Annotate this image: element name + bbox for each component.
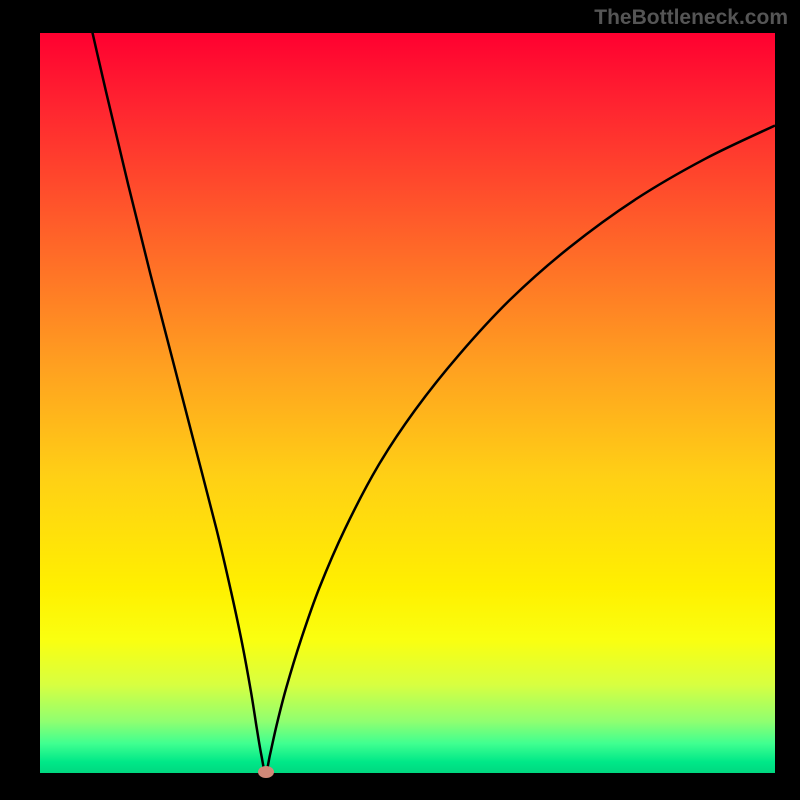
- watermark-text: TheBottleneck.com: [594, 6, 788, 30]
- curve-path: [84, 33, 775, 773]
- optimum-marker: [258, 766, 274, 778]
- chart-plot-area: [40, 33, 775, 773]
- bottleneck-curve: [40, 33, 775, 773]
